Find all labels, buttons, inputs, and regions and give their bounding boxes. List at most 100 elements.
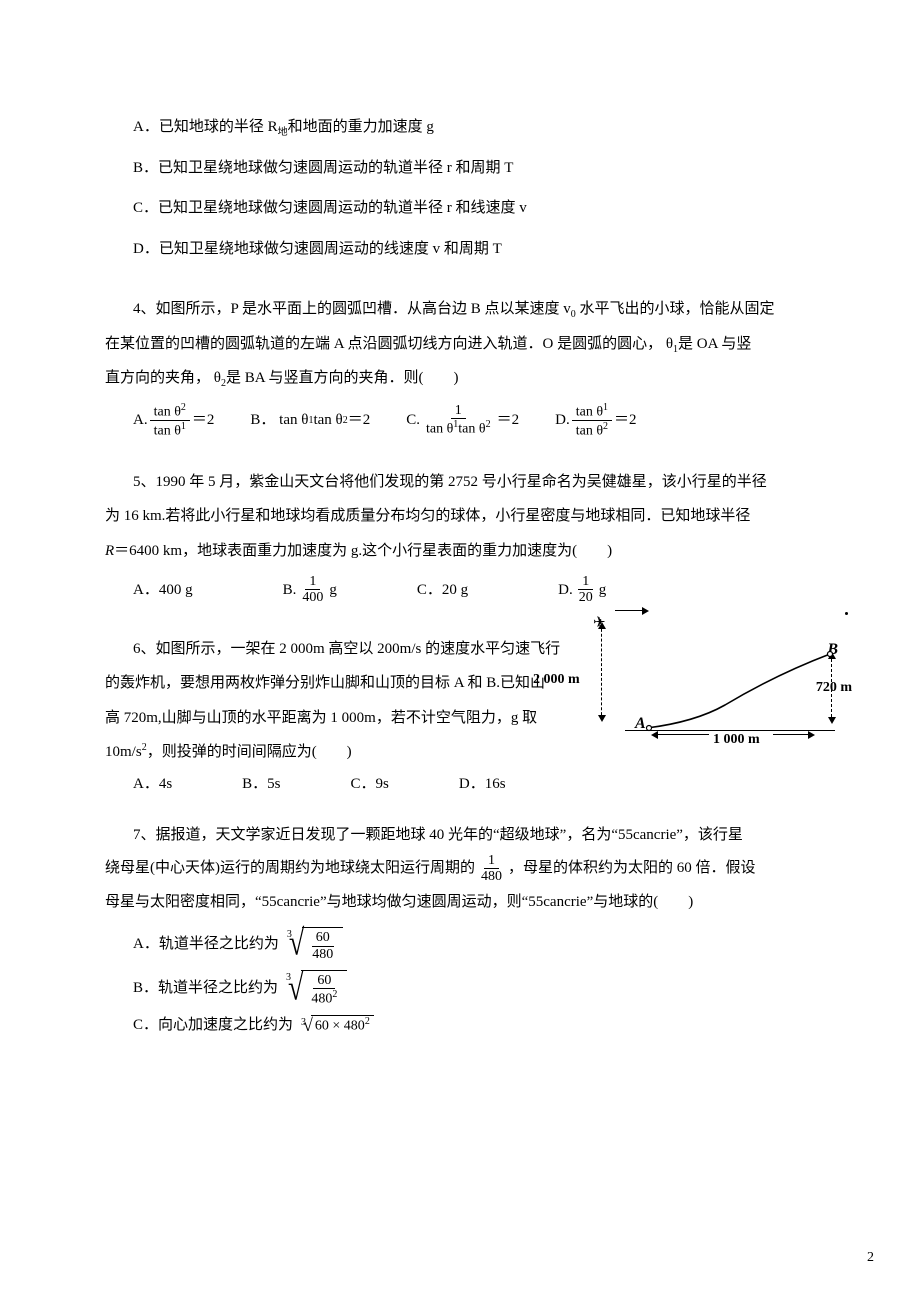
q4a-num: tan θ <box>154 404 181 419</box>
q3-option-d: D．已知卫星绕地球做匀速圆周运动的线速度 v 和周期 T <box>105 232 845 267</box>
q4a-eq: ＝2 <box>192 412 215 429</box>
q6-opt-a: A．4s <box>133 776 172 793</box>
q4b-b: tan θ <box>313 412 342 429</box>
q4-p1a: 4、如图所示，P 是水平面上的圆弧凹槽．从高台边 B 点以某速度 v <box>133 301 571 317</box>
q4a-frac: tan θ2 tan θ1 <box>150 402 190 439</box>
q7a-root: 3 √ 60 480 <box>287 927 343 962</box>
q4: 4、如图所示，P 是水平面上的圆弧凹槽．从高台边 B 点以某速度 v0 水平飞出… <box>105 292 845 396</box>
q4b-eq: ＝2 <box>348 412 371 429</box>
q4-line1: 4、如图所示，P 是水平面上的圆弧凹槽．从高台边 B 点以某速度 v0 水平飞出… <box>105 292 845 327</box>
q4-line2: 在某位置的凹槽的圆弧轨道的左端 A 点沿圆弧切线方向进入轨道．O 是圆弧的圆心，… <box>105 327 845 362</box>
q6-l2: 的轰炸机，要想用两枚炸弹分别炸山脚和山顶的目标 A 和 B.已知山 <box>105 666 575 701</box>
width-arrow-r <box>773 734 813 735</box>
q4d-den: tan θ <box>576 423 603 438</box>
q4d-pre: D. <box>555 412 570 429</box>
q6-l1: 6、如图所示，一架在 2 000m 高空以 200m/s 的速度水平匀速飞行 <box>105 632 575 667</box>
q4c-frac: 1 tan θ1tan θ2 <box>422 403 495 437</box>
q7-opt-a: A．轨道半径之比约为 3 √ 60 480 <box>105 927 845 962</box>
q6-l3: 高 720m,山脚与山顶的水平距离为 1 000m，若不计空气阻力，g 取 <box>105 701 575 736</box>
q4-opt-c: C. 1 tan θ1tan θ2 ＝2 <box>406 403 519 437</box>
q6-opt-b: B．5s <box>242 776 280 793</box>
q7-fden: 480 <box>477 869 506 884</box>
q5-R: R <box>105 543 114 559</box>
q4a-pre: A. <box>133 412 148 429</box>
q3-a-text: A．已知地球的半径 R <box>133 119 278 135</box>
q5d-num: 1 <box>578 574 593 590</box>
width-arrow-l <box>653 734 709 735</box>
q5-l3b: ＝6400 km，地球表面重力加速度为 g.这个小行星表面的重力加速度为( ) <box>114 543 612 559</box>
q7b-den: 480 <box>311 992 332 1007</box>
width-label: 1 000 m <box>713 724 760 756</box>
q7-opt-b: B．轨道半径之比约为 3 √ 60 4802 <box>105 970 845 1007</box>
dot-icon <box>845 612 848 615</box>
q4-p3b: 是 BA 与竖直方向的夹角．则( ) <box>226 370 459 386</box>
q5b-num: 1 <box>305 574 320 590</box>
q4-p2a: 在某位置的凹槽的圆弧轨道的左端 A 点沿圆弧切线方向进入轨道．O 是圆弧的圆心，… <box>105 336 673 352</box>
mountain-icon <box>635 650 835 732</box>
q6-figure: ✈ 2 000 m 720 m B A 1 000 m <box>585 602 850 762</box>
q5-opt-c: C．20 g <box>417 582 468 599</box>
q5-opt-a: A．400 g <box>133 582 193 599</box>
q7-l2: 绕母星(中心天体)运行的周期约为地球绕太阳运行周期的 1 480 ，母星的体积约… <box>105 853 845 885</box>
q3-option-c: C．已知卫星绕地球做匀速圆周运动的轨道半径 r 和线速度 v <box>105 191 845 226</box>
q4-opt-d: D. tan θ1 tan θ2 ＝2 <box>555 402 636 439</box>
q3-a-sub: 地 <box>278 127 288 138</box>
point-a-label: A <box>635 706 646 743</box>
q3-option-a: A．已知地球的半径 R地和地面的重力加速度 g <box>105 110 845 145</box>
q3-d-text: D．已知卫星绕地球做匀速圆周运动的线速度 v 和周期 T <box>133 241 502 257</box>
q5-line3: R＝6400 km，地球表面重力加速度为 g.这个小行星表面的重力加速度为( ) <box>105 534 845 569</box>
plane-arrow-icon <box>615 610 647 611</box>
q7c-body: 60 × 480 <box>315 1019 365 1034</box>
q3-b-text: B．已知卫星绕地球做匀速圆周运动的轨道半径 r 和周期 T <box>133 160 513 176</box>
q6-opt-d: D．16s <box>459 776 506 793</box>
q7-frac: 1 480 <box>477 853 506 885</box>
q7: 7、据报道，天文学家近日发现了一颗距地球 40 光年的“超级地球”，名为“55c… <box>105 818 845 919</box>
q5d-pre: D. <box>558 582 573 599</box>
q5b-pre: B. <box>283 582 297 599</box>
q7-fnum: 1 <box>484 853 499 869</box>
q4-opt-a: A. tan θ2 tan θ1 ＝2 <box>133 402 214 439</box>
q7c-lbl: C．向心加速度之比约为 <box>133 1017 293 1034</box>
q7a-lbl: A．轨道半径之比约为 <box>133 936 279 953</box>
q5: 5、1990 年 5 月，紫金山天文台将他们发现的第 2752 号小行星命名为吴… <box>105 465 845 569</box>
q5-line2: 为 16 km.若将此小行星和地球均看成质量分布均匀的球体，小行星密度与地球相同… <box>105 499 845 534</box>
q7-l2a: 绕母星(中心天体)运行的周期约为地球绕太阳运行周期的 <box>105 858 475 879</box>
q6-l4a: 10m/s <box>105 744 142 760</box>
q3-a-tail: 和地面的重力加速度 g <box>288 119 434 135</box>
q6-l4b: ，则投弹的时间间隔应为( ) <box>147 744 352 760</box>
q3-c-text: C．已知卫星绕地球做匀速圆周运动的轨道半径 r 和线速度 v <box>133 200 527 216</box>
q4c-num: 1 <box>451 403 466 419</box>
q7b-num: 60 <box>313 973 335 989</box>
q7b-frac: 60 4802 <box>307 973 341 1007</box>
q7a-frac: 60 480 <box>308 930 337 962</box>
height-arrow <box>601 624 602 720</box>
height-label: 2 000 m <box>533 664 580 696</box>
q6-options: A．4s B．5s C．9s D．16s <box>105 776 845 793</box>
q4c-eq: ＝2 <box>497 412 520 429</box>
q3-option-b: B．已知卫星绕地球做匀速圆周运动的轨道半径 r 和周期 T <box>105 151 845 186</box>
q5-line1: 5、1990 年 5 月，紫金山天文台将他们发现的第 2752 号小行星命名为吴… <box>105 465 845 500</box>
q4d-eq: ＝2 <box>614 412 637 429</box>
q7b-lbl: B．轨道半径之比约为 <box>133 980 278 997</box>
q7-l3: 母星与太阳密度相同，“55cancrie”与地球均做匀速圆周运动，则“55can… <box>105 885 845 920</box>
q5d-tail: g <box>599 582 607 599</box>
q4d-num: tan θ <box>576 404 603 419</box>
q7b-root: 3 √ 60 4802 <box>286 970 347 1007</box>
q7a-den: 480 <box>308 947 337 962</box>
q7c-root: 3 √ 60 × 4802 <box>301 1015 374 1034</box>
q4c-pre: C. <box>406 412 420 429</box>
q6-opt-c: C．9s <box>351 776 389 793</box>
q4a-den: tan θ <box>154 423 181 438</box>
q4-p3a: 直方向的夹角， θ <box>105 370 221 386</box>
q5b-frac: 1 400 <box>298 574 327 606</box>
q4-p2b: 是 OA 与竖 <box>678 336 751 352</box>
q4-opt-b: B． tan θ1tan θ2＝2 <box>250 412 370 429</box>
q7a-num: 60 <box>312 930 334 946</box>
q7-l2b: ，母星的体积约为太阳的 60 倍．假设 <box>508 858 756 879</box>
q7-opt-c: C．向心加速度之比约为 3 √ 60 × 4802 <box>105 1015 845 1034</box>
q5-opt-b: B. 1 400 g <box>283 574 337 606</box>
q6: 6、如图所示，一架在 2 000m 高空以 200m/s 的速度水平匀速飞行 的… <box>105 632 845 770</box>
q4-p1b: 水平飞出的小球，恰能从固定 <box>576 301 775 317</box>
q5b-tail: g <box>329 582 337 599</box>
q4c-d1: tan θ <box>426 422 453 437</box>
